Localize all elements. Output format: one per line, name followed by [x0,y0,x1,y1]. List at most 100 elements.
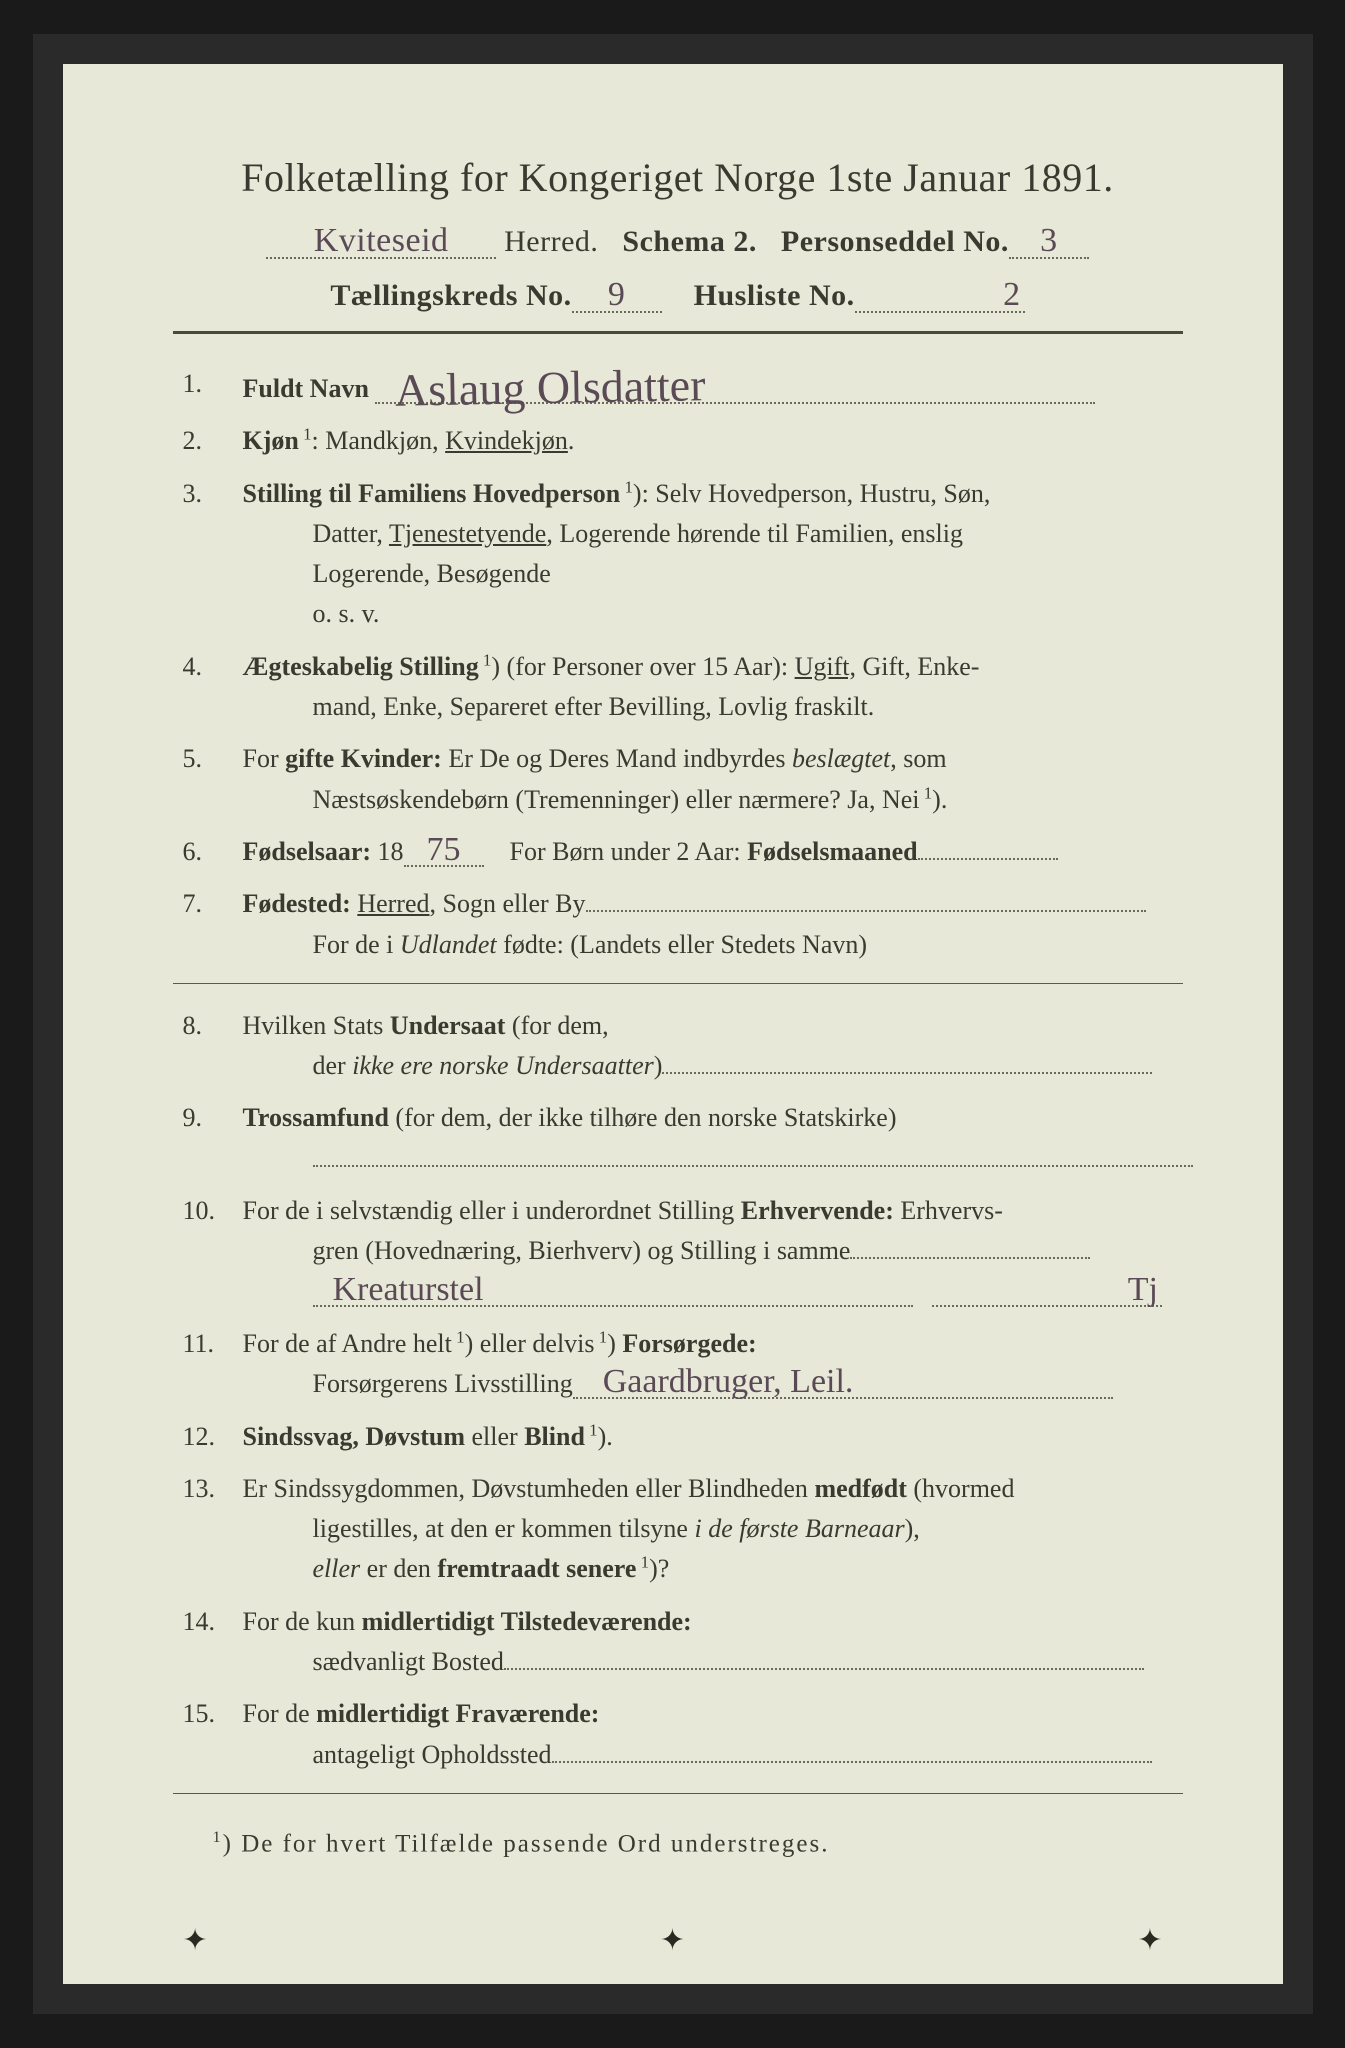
i7-t3: fødte: (Landets eller Stedets Navn) [497,930,867,959]
i5-sup: 1 [920,783,933,802]
i10-field-c: Tj [932,1276,1162,1307]
i14-line2: sædvanligt Bosted [243,1642,1183,1682]
i11-line2: Forsørgerens LivsstillingGaardbruger, Le… [243,1364,1183,1404]
i11-field: Gaardbruger, Leil. [573,1368,1113,1399]
i8-t4: ) [654,1051,663,1080]
kreds-no-hw: 9 [608,281,626,308]
i5-t5: ). [932,785,947,814]
item-3: Stilling til Familiens Hovedperson 1): S… [173,474,1183,635]
herred-handwriting: Kviteseid [314,227,449,254]
i11-b1: Forsørgede: [622,1329,756,1358]
i7-label: Fødested: [243,889,351,918]
i7-underlined: Herred [357,889,429,918]
i11-t2: ) eller delvis [465,1329,595,1358]
binding-mark-center: ✦ [660,1923,685,1958]
i1-handwriting: Aslaug Olsdatter [395,367,706,409]
i8-t1: Hvilken Stats [243,1011,390,1040]
husliste-no-field: 2 [855,281,1025,313]
i3-line3: Logerende, Besøgende [243,554,1183,594]
i2-text: : Mandkjøn, [312,426,446,455]
i1-field: Aslaug Olsdatter [375,364,1095,404]
i7-field [586,910,1146,912]
i15-b1: midlertidigt Fraværende: [316,1699,599,1728]
item-4: Ægteskabelig Stilling 1) (for Personer o… [173,647,1183,728]
i10-line3: Kreaturstel Tj [243,1272,1183,1312]
i13-t6: )? [649,1554,669,1583]
i8-b1: Undersaat [390,1011,506,1040]
footnote-mark: 1 [213,1828,223,1846]
i10-field-b: Kreaturstel [313,1276,913,1307]
i15-line2: antageligt Opholdssted [243,1735,1183,1775]
i13-line3: eller er den fremtraadt senere 1)? [243,1549,1183,1589]
i12-t2: ). [598,1422,613,1451]
i13-t2: (hvormed [907,1474,1015,1503]
i11-t4: Forsørgerens Livsstilling [313,1369,573,1398]
i13-i2: eller [313,1554,361,1583]
i5-i1: beslægtet [792,744,890,773]
item-2: Kjøn 1: Mandkjøn, Kvindekjøn. [173,421,1183,461]
form-title: Folketælling for Kongeriget Norge 1ste J… [173,154,1183,201]
i6-year-prefix: 18 [378,837,404,866]
binding-mark-right: ✦ [1137,1923,1162,1958]
i8-field [662,1072,1152,1074]
i13-i1: i de første Barneaar [694,1514,904,1543]
form-items-2: Hvilken Stats Undersaat (for dem, der ik… [173,1006,1183,1775]
herred-field: Kviteseid [266,227,496,259]
i7-t1: , Sogn eller By [430,889,586,918]
i13-line2: ligestilles, at den er kommen tilsyne i … [243,1509,1183,1549]
i5-t1: For [243,744,286,773]
item-1: Fuldt Navn Aslaug Olsdatter [173,364,1183,409]
i5-t2: Er De og Deres Mand indbyrdes [442,744,792,773]
i10-field-a [850,1257,1090,1259]
item-11: For de af Andre helt 1) eller delvis 1) … [173,1324,1183,1405]
i10-b1: Erhvervende: [741,1196,894,1225]
i8-line2: der ikke ere norske Undersaatter) [243,1046,1183,1086]
i9-b1: Trossamfund [243,1103,389,1132]
item-12: Sindssvag, Døvstum eller Blind 1). [173,1417,1183,1457]
i6-t2: For Børn under 2 Aar: [510,837,748,866]
i3-label: Stilling til Familiens Hovedperson [243,479,621,508]
i12-b2: Blind [524,1422,585,1451]
header-rule [173,331,1183,334]
kreds-label: Tællingskreds No. [330,279,571,312]
header-line-3: Tællingskreds No.9 Husliste No.2 [173,279,1183,313]
i2-label: Kjøn [243,426,299,455]
i6-label: Fødselsaar: [243,837,372,866]
i9-field [313,1165,1193,1167]
item-14: For de kun midlertidigt Tilstedeværende:… [173,1602,1183,1683]
husliste-no-hw: 2 [1003,281,1021,308]
i3-line2: Datter, Tjenestetyende, Logerende hørend… [243,514,1183,554]
i15-field [552,1761,1152,1763]
i13-t3: ligestilles, at den er kommen tilsyne [313,1514,695,1543]
i3-t2: Datter, [313,519,389,548]
kreds-no-field: 9 [572,281,662,313]
document-paper: Folketælling for Kongeriget Norge 1ste J… [63,64,1283,1984]
i12-b1: Sindssvag, Døvstum [243,1422,466,1451]
i14-b1: midlertidigt Tilstedeværende: [362,1607,692,1636]
i12-sup: 1 [585,1420,598,1439]
i3-sup: 1 [620,477,633,496]
item-9: Trossamfund (for dem, der ikke tilhøre d… [173,1098,1183,1179]
mid-rule [173,983,1183,984]
i1-label: Fuldt Navn [243,374,369,403]
header-line-2: Kviteseid Herred. Schema 2. Personseddel… [173,225,1183,259]
i6-b2: Fødselsmaaned [747,837,917,866]
i15-t1: For de [243,1699,317,1728]
personseddel-no-hw: 3 [1040,227,1058,254]
i4-sup: 1 [479,650,492,669]
i10-hw2: Tj [1128,1276,1158,1303]
i10-t3: gren (Hovednæring, Bierhverv) og Stillin… [313,1236,851,1265]
i13-sup: 1 [636,1553,649,1572]
i3-t3: , Logerende hørende til Familien, enslig [546,519,963,548]
i8-i1: ikke ere norske Undersaatter [352,1051,654,1080]
i6-year-field: 75 [404,836,484,867]
i3-line4: o. s. v. [243,594,1183,634]
personseddel-label: Personseddel No. [781,225,1009,258]
footer-rule [173,1793,1183,1794]
scan-frame: Folketælling for Kongeriget Norge 1ste J… [33,34,1313,2014]
i5-t3: , som [890,744,946,773]
item-6: Fødselsaar: 1875 For Børn under 2 Aar: F… [173,832,1183,872]
footnote-text: ) De for hvert Tilfælde passende Ord und… [223,1830,830,1857]
i11-sup1: 1 [452,1327,465,1346]
i8-t2: (for dem, [505,1011,608,1040]
